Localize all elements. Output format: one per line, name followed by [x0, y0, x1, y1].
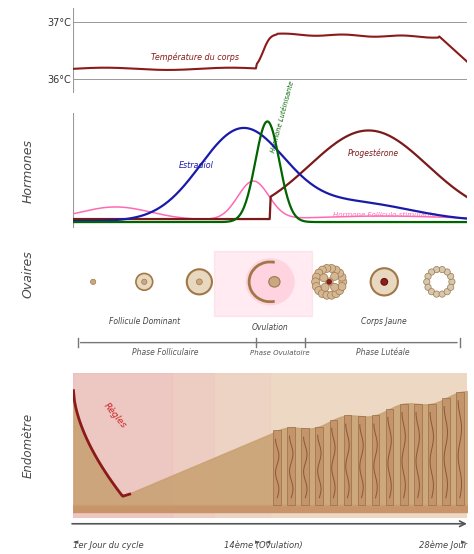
Bar: [428, 404, 436, 505]
Bar: [214, 252, 312, 316]
Ellipse shape: [428, 269, 435, 275]
Ellipse shape: [425, 273, 431, 280]
Ellipse shape: [312, 283, 320, 290]
Text: Phase Ovulatoire: Phase Ovulatoire: [250, 350, 310, 356]
Bar: [414, 404, 421, 505]
Ellipse shape: [433, 266, 440, 273]
Ellipse shape: [269, 276, 280, 287]
Bar: [400, 404, 408, 505]
Text: ◄: ◄: [264, 539, 270, 545]
Ellipse shape: [447, 273, 454, 280]
Bar: [73, 373, 214, 518]
Ellipse shape: [319, 290, 327, 297]
Text: Hormones: Hormones: [22, 138, 35, 203]
Ellipse shape: [336, 286, 344, 295]
Bar: [273, 430, 281, 505]
Ellipse shape: [336, 269, 344, 277]
Ellipse shape: [319, 266, 327, 274]
Ellipse shape: [325, 278, 333, 286]
Text: Hormone Lutéinisante: Hormone Lutéinisante: [270, 80, 295, 153]
Ellipse shape: [425, 284, 431, 290]
Text: Ovaires: Ovaires: [22, 250, 35, 299]
Ellipse shape: [142, 279, 147, 284]
Ellipse shape: [444, 269, 450, 275]
Ellipse shape: [312, 273, 320, 281]
Text: Estradiol: Estradiol: [179, 161, 214, 170]
Ellipse shape: [428, 289, 435, 295]
Ellipse shape: [315, 286, 323, 295]
Ellipse shape: [323, 291, 331, 299]
Text: Phase Lutéale: Phase Lutéale: [356, 348, 410, 357]
Ellipse shape: [439, 266, 445, 273]
Bar: [442, 398, 450, 505]
Ellipse shape: [332, 290, 340, 297]
Text: Corps Jaune: Corps Jaune: [361, 317, 407, 326]
Ellipse shape: [332, 266, 340, 274]
Ellipse shape: [439, 291, 445, 297]
Text: ◄: ◄: [73, 539, 79, 545]
Bar: [287, 428, 295, 505]
Ellipse shape: [323, 264, 331, 273]
Text: ►: ►: [255, 539, 261, 545]
Ellipse shape: [449, 279, 455, 285]
Bar: [386, 409, 393, 505]
Ellipse shape: [338, 283, 346, 290]
Text: Endomètre: Endomètre: [22, 413, 35, 478]
Text: Progestérone: Progestérone: [347, 148, 399, 158]
Ellipse shape: [339, 278, 347, 286]
Ellipse shape: [381, 279, 388, 285]
Bar: [344, 416, 351, 505]
Ellipse shape: [327, 279, 332, 284]
Ellipse shape: [444, 289, 450, 295]
Text: Règles: Règles: [101, 401, 128, 430]
Ellipse shape: [447, 284, 454, 290]
Text: 14ème (Ovulation): 14ème (Ovulation): [224, 541, 302, 551]
Ellipse shape: [315, 269, 323, 277]
Text: Phase Folliculaire: Phase Folliculaire: [132, 348, 198, 357]
Ellipse shape: [321, 283, 329, 291]
Bar: [301, 428, 309, 505]
Text: ►: ►: [461, 539, 466, 545]
Ellipse shape: [338, 273, 346, 281]
Ellipse shape: [136, 274, 153, 290]
Bar: [73, 373, 172, 518]
Ellipse shape: [331, 283, 338, 291]
Text: Température du corps: Température du corps: [151, 53, 239, 63]
Ellipse shape: [371, 268, 398, 295]
Ellipse shape: [320, 274, 328, 282]
Bar: [73, 373, 270, 518]
Bar: [456, 392, 464, 505]
Ellipse shape: [328, 291, 336, 299]
Text: Follicule Dominant: Follicule Dominant: [109, 317, 180, 326]
Text: 28ème Jour: 28ème Jour: [419, 541, 467, 551]
Ellipse shape: [328, 264, 336, 273]
Text: Ovulation: Ovulation: [252, 323, 289, 332]
Ellipse shape: [196, 279, 202, 285]
Bar: [316, 427, 323, 505]
Ellipse shape: [187, 269, 212, 294]
Text: 1er Jour du cycle: 1er Jour du cycle: [73, 541, 144, 551]
Ellipse shape: [331, 273, 338, 280]
Ellipse shape: [91, 279, 96, 284]
Text: Hormone Folliculo-stimulante: Hormone Folliculo-stimulante: [333, 212, 437, 218]
Ellipse shape: [424, 279, 430, 285]
Bar: [372, 416, 379, 505]
Ellipse shape: [433, 291, 440, 297]
Ellipse shape: [311, 278, 319, 286]
Bar: [329, 419, 337, 505]
Bar: [358, 416, 365, 505]
Ellipse shape: [246, 258, 295, 305]
